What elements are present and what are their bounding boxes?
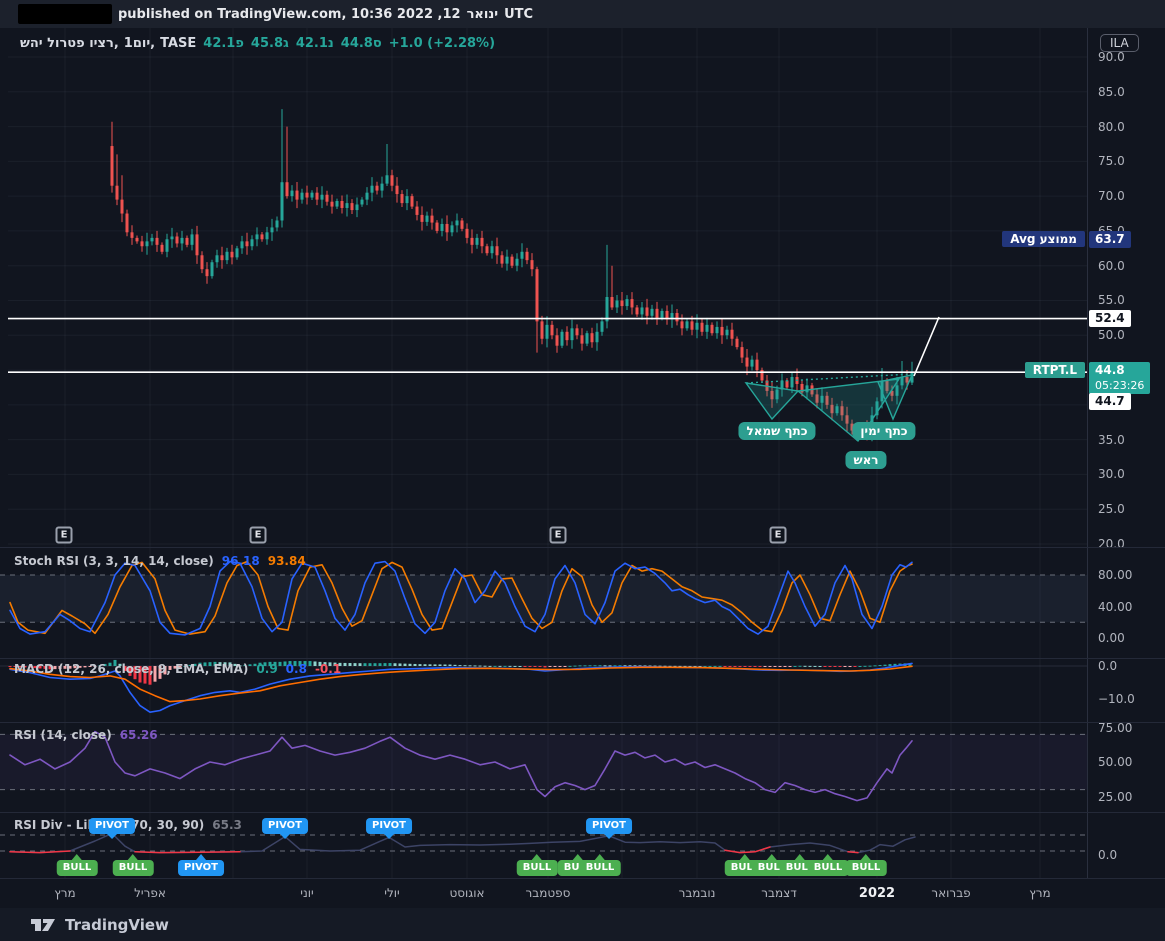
indicator-tick: 0.0 bbox=[1098, 848, 1118, 862]
symbol-title[interactable]: רציו פטרול יהש, 1יום, TASE bbox=[20, 36, 196, 51]
macd-header[interactable]: MACD (12, 26, close, 9, EMA, EMA) 0.9 0.… bbox=[14, 662, 341, 676]
price-tick: 30.0 bbox=[1098, 467, 1125, 482]
time-axis-label: אפריל bbox=[134, 886, 166, 900]
macd-line-value: 0.8 bbox=[285, 662, 307, 676]
pane-separator[interactable] bbox=[0, 722, 1165, 723]
rsi-div-value: 65.3 bbox=[212, 818, 242, 832]
published-month: ינואר bbox=[466, 6, 499, 22]
time-axis-label: מרץ bbox=[1029, 886, 1051, 900]
symbol-interval: 1יום, bbox=[123, 36, 156, 51]
price-tick: 35.0 bbox=[1098, 432, 1125, 447]
bull-marker[interactable]: BULL bbox=[516, 860, 558, 876]
published-bar: published on TradingView.com, 10:36 2022… bbox=[0, 0, 1165, 28]
time-axis-label: מרץ bbox=[54, 886, 76, 900]
upper-level-badge: 52.4 bbox=[1089, 309, 1131, 327]
time-axis-label: אוגוסט bbox=[449, 886, 485, 900]
brand-bar: TradingView bbox=[0, 908, 1165, 941]
pivot-marker[interactable]: PIVOT bbox=[89, 818, 135, 834]
bull-marker[interactable]: BULL bbox=[56, 860, 98, 876]
pane-separator[interactable] bbox=[0, 547, 1165, 548]
indicator-tick: 40.00 bbox=[1098, 599, 1133, 614]
time-axis-label: נובמבר bbox=[678, 886, 716, 900]
lower-level-badge: 44.7 bbox=[1089, 393, 1131, 411]
indicator-tick: −10.0 bbox=[1098, 692, 1135, 706]
time-axis-label: יוני bbox=[300, 886, 314, 900]
rsi-value: 65.26 bbox=[119, 728, 158, 742]
stoch-k-value: 96.18 bbox=[221, 554, 260, 568]
earnings-marker[interactable]: E bbox=[549, 526, 567, 544]
published-utc: UTC bbox=[504, 6, 534, 22]
symbol-exchange: TASE bbox=[160, 36, 197, 51]
indicator-tick: 0.0 bbox=[1098, 659, 1118, 673]
symbol-name: רציו פטרול יהש, bbox=[20, 36, 119, 51]
time-axis-label: 2022 bbox=[858, 886, 896, 901]
pivot-marker[interactable]: PIVOT bbox=[262, 818, 308, 834]
stoch-rsi-title: Stoch RSI (3, 3, 14, 14, close) bbox=[14, 554, 214, 568]
bull-marker[interactable]: BULL bbox=[807, 860, 849, 876]
price-tick: 25.0 bbox=[1098, 502, 1125, 517]
change-value: +1.0 (+2.28%) bbox=[388, 36, 496, 51]
pattern-label-left-shoulder[interactable]: כתף שמאל bbox=[738, 422, 816, 440]
pane-separator[interactable] bbox=[0, 658, 1165, 659]
time-axis-label: יולי bbox=[384, 886, 400, 900]
high-value: ג45.8 bbox=[250, 36, 289, 51]
indicator-tick: 75.00 bbox=[1098, 720, 1133, 735]
tradingview-brand-text[interactable]: TradingView bbox=[65, 915, 169, 934]
price-tick: 70.0 bbox=[1098, 189, 1125, 204]
earnings-marker[interactable]: E bbox=[769, 526, 787, 544]
bull-marker[interactable]: BULL bbox=[112, 860, 154, 876]
indicator-tick: 0.00 bbox=[1098, 631, 1125, 645]
chart-canvas[interactable] bbox=[0, 28, 1087, 908]
price-axis[interactable]: ILA 90.085.080.075.070.065.060.055.050.0… bbox=[1087, 28, 1165, 908]
price-tick: 55.0 bbox=[1098, 293, 1125, 308]
bull-marker[interactable]: BULL bbox=[845, 860, 887, 876]
stoch-d-value: 93.84 bbox=[267, 554, 306, 568]
pivot-marker[interactable]: PIVOT bbox=[178, 860, 224, 876]
time-axis-label: דצמבר bbox=[761, 886, 797, 900]
pivot-marker[interactable]: PIVOT bbox=[366, 818, 412, 834]
macd-hist-value: 0.9 bbox=[256, 662, 278, 676]
pivot-marker[interactable]: PIVOT bbox=[586, 818, 632, 834]
currency-toggle-ila[interactable]: ILA bbox=[1100, 34, 1139, 52]
price-tick: 80.0 bbox=[1098, 119, 1125, 134]
avg-line-label: ממוצע Avg bbox=[1002, 230, 1085, 247]
price-tick: 50.0 bbox=[1098, 328, 1125, 343]
macd-title: MACD (12, 26, close, 9, EMA, EMA) bbox=[14, 662, 249, 676]
time-axis-label: פברואר bbox=[931, 886, 971, 900]
rsi-title: RSI (14, close) bbox=[14, 728, 112, 742]
open-value: פ42.1 bbox=[203, 36, 244, 51]
price-tick: 90.0 bbox=[1098, 50, 1125, 64]
time-axis[interactable]: מרץ אפריל יוני יולי אוגוסט ספטמבר נובמבר דצמבר 2… bbox=[0, 878, 1165, 908]
pattern-label-head[interactable]: ראש bbox=[845, 451, 887, 469]
pattern-label-right-shoulder[interactable]: כתף ימין bbox=[852, 422, 916, 440]
price-tick: 20.0 bbox=[1098, 536, 1125, 551]
earnings-marker[interactable]: E bbox=[55, 526, 73, 544]
price-tick: 60.0 bbox=[1098, 258, 1125, 273]
low-value: נ42.1 bbox=[295, 36, 334, 51]
indicator-tick: 50.00 bbox=[1098, 755, 1133, 769]
axis-separator bbox=[0, 878, 1165, 879]
bull-marker[interactable]: BULL bbox=[579, 860, 621, 876]
ohlc-values: פ42.1 ג45.8 נ42.1 ס44.8 +1.0 (+2.28%) bbox=[203, 36, 495, 51]
redacted-username bbox=[18, 4, 112, 24]
tradingview-logo-icon[interactable] bbox=[30, 916, 56, 934]
time-axis-label: ספטמבר bbox=[525, 886, 571, 900]
close-value: ס44.8 bbox=[340, 36, 382, 51]
price-tick: 75.0 bbox=[1098, 154, 1125, 169]
price-tick: 85.0 bbox=[1098, 84, 1125, 99]
stoch-rsi-header[interactable]: Stoch RSI (3, 3, 14, 14, close) 96.18 93… bbox=[14, 554, 306, 568]
pane-separator[interactable] bbox=[0, 812, 1165, 813]
rsi-header[interactable]: RSI (14, close) 65.26 bbox=[14, 728, 158, 742]
indicator-tick: 80.00 bbox=[1098, 568, 1133, 582]
rtpt-line-label: RTPT.L bbox=[1024, 362, 1085, 379]
macd-signal-value: -0.1 bbox=[314, 662, 342, 676]
last-price-badge: 44.8 05:23:26 bbox=[1089, 362, 1151, 395]
avg-price-badge: 63.7 bbox=[1089, 230, 1131, 248]
published-text: published on TradingView.com, 10:36 2022… bbox=[118, 6, 461, 22]
indicator-tick: 25.00 bbox=[1098, 789, 1133, 804]
earnings-marker[interactable]: E bbox=[249, 526, 267, 544]
symbol-legend[interactable]: רציו פטרול יהש, 1יום, TASE פ42.1 ג45.8 נ… bbox=[20, 36, 495, 51]
